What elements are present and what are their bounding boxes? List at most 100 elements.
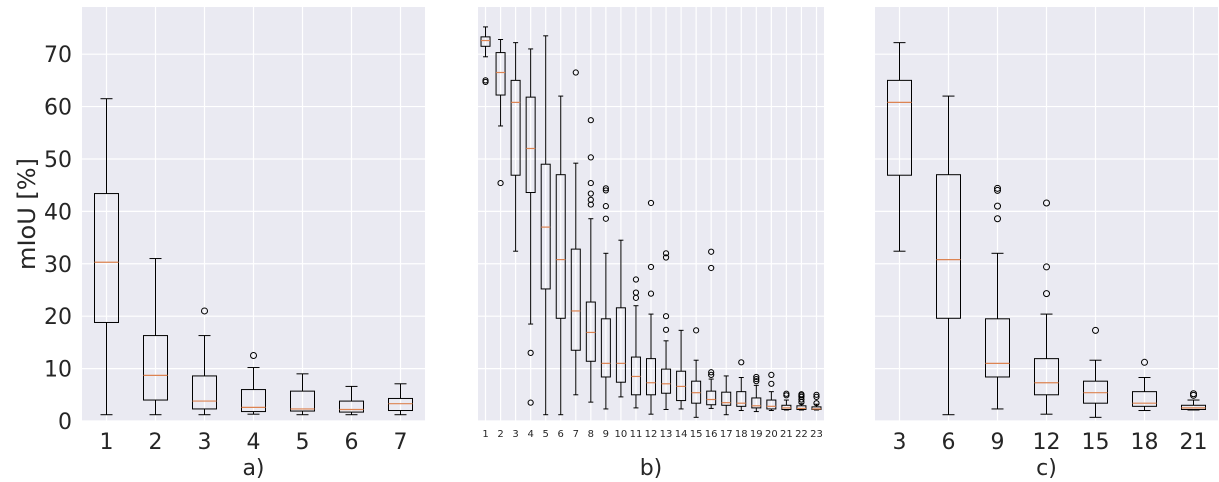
box-21: [1181, 390, 1206, 411]
x-tick-label: 23: [810, 429, 823, 440]
outlier-point: [994, 186, 1001, 194]
box-5: [540, 35, 551, 416]
box-17: [721, 375, 732, 416]
x-tick-label: 17: [720, 429, 733, 440]
y-tick-label: 0: [58, 410, 72, 435]
box-3: [510, 42, 521, 252]
x-tick-label: 3: [198, 430, 212, 455]
iqr-box: [143, 335, 168, 401]
box-7: [388, 383, 413, 416]
outlier-point: [783, 390, 790, 397]
outlier-point: [1043, 199, 1050, 207]
outlier-point: [632, 276, 640, 283]
iqr-box: [388, 397, 413, 412]
outlier-point: [813, 393, 820, 400]
iqr-box: [661, 368, 672, 394]
x-tick-label: 3: [512, 429, 518, 440]
outlier-point: [994, 202, 1001, 210]
outlier-point: [708, 264, 715, 272]
x-tick-label: 1: [100, 430, 114, 455]
outlier-point: [647, 199, 655, 207]
outlier-point: [587, 154, 594, 161]
x-tick-label: 3: [893, 430, 907, 455]
outlier-point: [662, 313, 670, 320]
box-19: [751, 373, 762, 413]
box-7: [570, 69, 581, 396]
outlier-point: [632, 289, 640, 296]
outlier-point: [693, 327, 700, 334]
outlier-point: [813, 400, 820, 407]
x-tick-label: 21: [780, 429, 793, 440]
y-tick-label: 70: [44, 43, 72, 68]
x-tick-label: 15: [1082, 430, 1110, 455]
outlier-point: [587, 190, 594, 197]
outlier-point: [708, 248, 715, 255]
box-16: [706, 248, 717, 409]
outlier-point: [497, 179, 504, 187]
box-6: [555, 95, 566, 416]
x-tick-label: 4: [527, 429, 533, 440]
outlier-point: [527, 349, 534, 356]
x-tick-label: 22: [795, 429, 808, 440]
box-1: [480, 26, 491, 86]
outlier-point: [994, 215, 1001, 223]
x-tick-label: 10: [615, 429, 628, 440]
iqr-box: [751, 397, 762, 409]
outlier-point: [1043, 290, 1050, 298]
outlier-point: [482, 77, 489, 84]
outlier-point: [602, 185, 609, 192]
outlier-point: [527, 399, 534, 406]
outlier-point: [572, 69, 579, 76]
x-tick-label: 4: [247, 430, 261, 455]
chart-panel-2: 1 2 3 4 5 6 7 8 9 10 11 12 13 14 15 16 17 18 19 20 21 22 23b): [478, 7, 824, 481]
x-tick-label: 5: [296, 430, 310, 455]
box-2: [495, 38, 506, 187]
x-tick-label: 21: [1180, 430, 1208, 455]
x-tick-label: 14: [675, 429, 688, 440]
box-14: [676, 329, 687, 410]
outlier-point: [662, 250, 670, 257]
iqr-box: [600, 318, 611, 378]
x-tick-label: 11: [630, 429, 643, 440]
outlier-point: [753, 378, 760, 385]
x-tick-label: 19: [750, 429, 763, 440]
outlier-point: [587, 117, 594, 124]
box-2: [143, 258, 168, 416]
x-tick-label: 6: [558, 429, 564, 440]
x-tick-label: 13: [660, 429, 673, 440]
outlier-point: [708, 371, 715, 378]
x-tick-label: 6: [942, 430, 956, 455]
outlier-point: [753, 373, 760, 381]
box-9: [985, 184, 1010, 410]
x-tick-label: 9: [991, 430, 1005, 455]
panel-label: c): [1036, 456, 1057, 481]
box-1: [94, 98, 119, 416]
box-4: [241, 351, 266, 415]
box-4: [525, 48, 536, 406]
outlier-point: [738, 359, 745, 366]
outlier-point: [647, 290, 655, 297]
iqr-box: [721, 391, 732, 406]
box-6: [339, 385, 364, 416]
y-axis-label: mIoU [%]: [13, 158, 41, 270]
iqr-box: [706, 390, 717, 406]
iqr-box: [615, 307, 626, 383]
panel-label: b): [640, 456, 663, 481]
iqr-box: [570, 248, 581, 351]
iqr-box: [646, 358, 656, 396]
box-5: [290, 373, 315, 416]
outlier-point: [798, 391, 805, 398]
outlier-point: [1190, 390, 1197, 398]
outlier-point: [587, 196, 594, 203]
x-tick-label: 15: [690, 429, 703, 440]
box-21: [781, 390, 792, 411]
box-6: [936, 95, 961, 416]
iqr-box: [1034, 358, 1059, 396]
x-tick-label: 16: [705, 429, 718, 440]
iqr-box: [985, 318, 1010, 378]
outlier-point: [602, 203, 609, 210]
outlier-point: [1141, 358, 1148, 366]
y-tick-label: 50: [44, 148, 72, 173]
box-15: [691, 327, 702, 418]
